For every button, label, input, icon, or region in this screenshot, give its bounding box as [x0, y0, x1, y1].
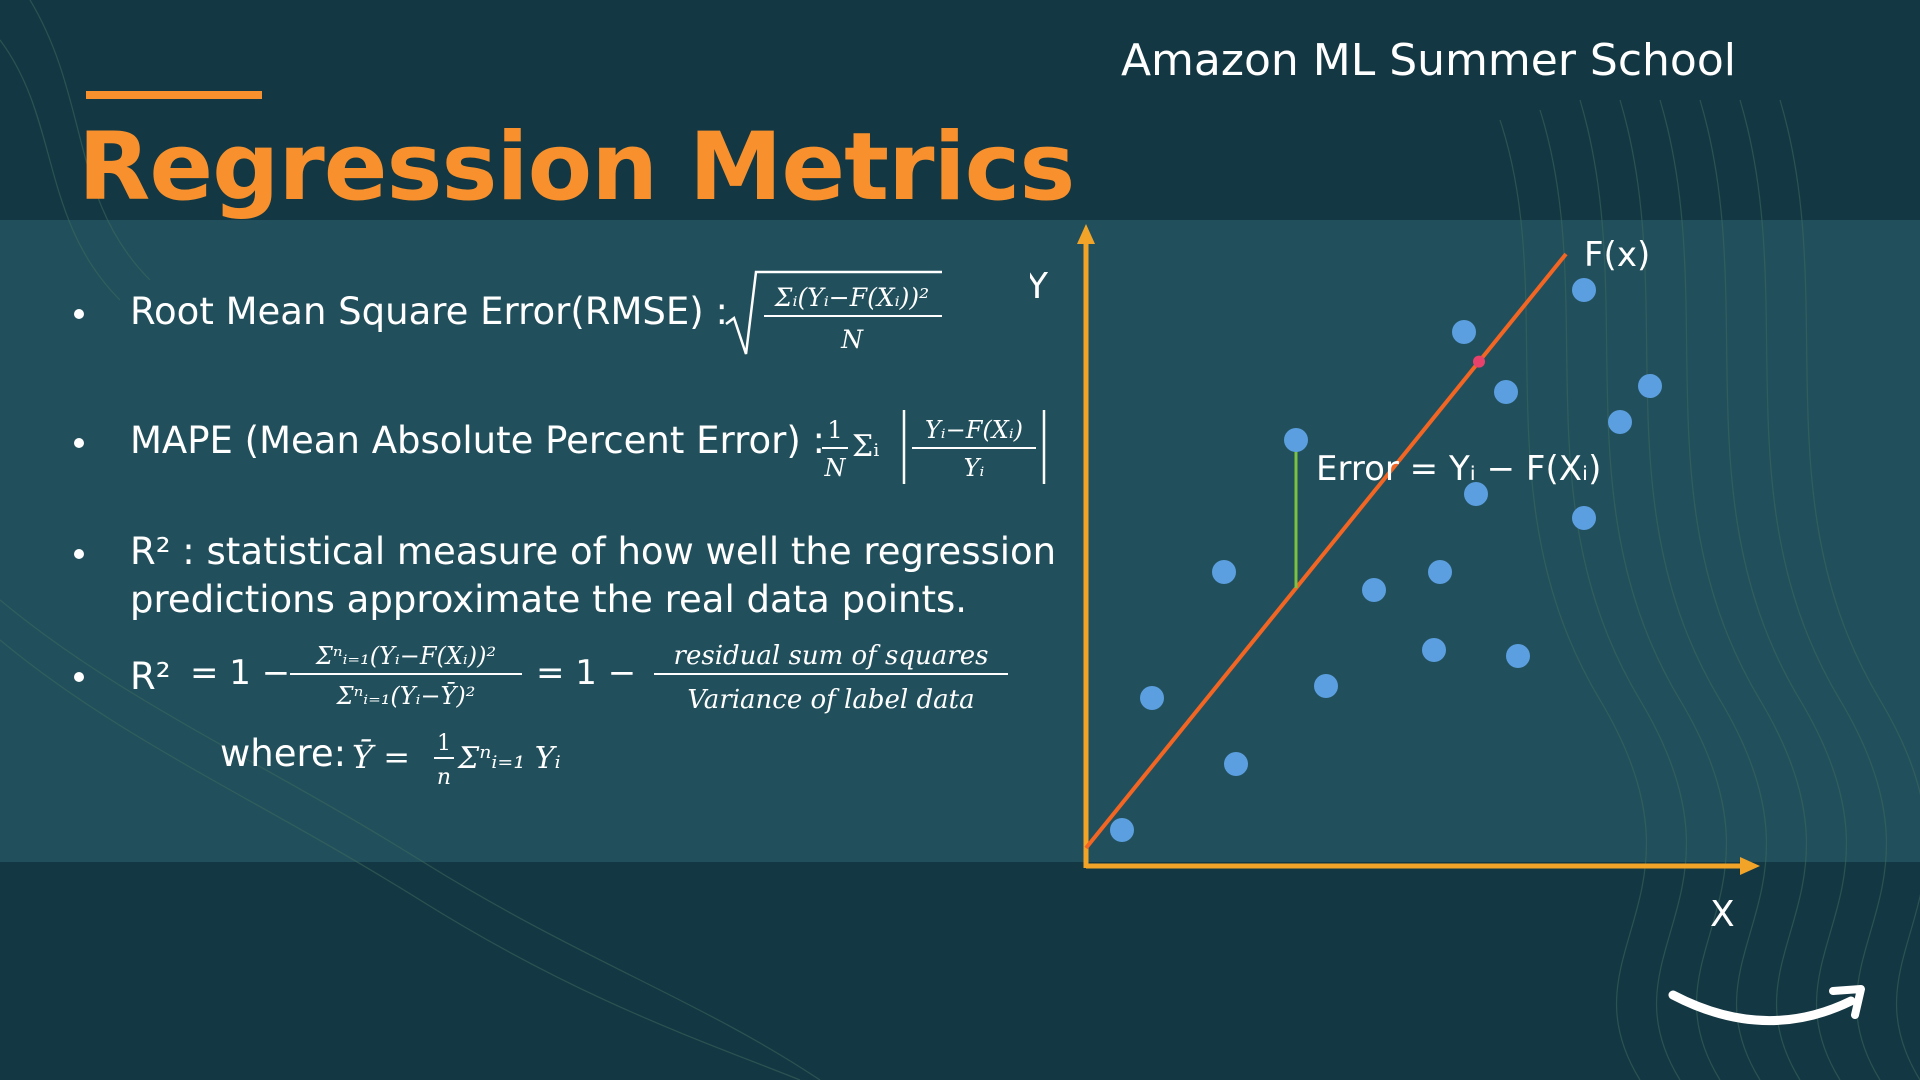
- mape-label: MAPE (Mean Absolute Percent Error) :: [130, 419, 825, 462]
- data-point: [1224, 752, 1248, 776]
- error-marker: [1473, 355, 1485, 368]
- data-point: [1452, 320, 1476, 344]
- error-label: Error = Yᵢ − F(Xᵢ): [1316, 449, 1601, 489]
- x-axis-label: X: [1710, 894, 1735, 935]
- rmse-numerator: Σᵢ(Yᵢ−F(Xᵢ))²: [774, 283, 929, 312]
- y-axis-arrow: [1077, 224, 1095, 244]
- ybar-formula: Ȳ = 1 n Σⁿᵢ₌₁ Yᵢ: [350, 718, 580, 802]
- mape-coef-num: 1: [827, 416, 842, 444]
- x-axis-arrow: [1740, 857, 1760, 875]
- bullet-dot: [74, 309, 84, 319]
- r2-eq-one: = 1 −: [190, 653, 290, 693]
- ybar-coef-num: 1: [437, 731, 451, 756]
- bullet-dot: [74, 672, 84, 682]
- ybar-formula-svg: Ȳ = 1 n Σⁿᵢ₌₁ Yᵢ: [352, 731, 561, 790]
- rmse-denominator: N: [840, 325, 864, 354]
- r2-text-denominator: Variance of label data: [687, 685, 974, 715]
- data-point: [1284, 428, 1308, 452]
- mape-formula-svg: 1 N Σᵢ Yᵢ−F(Xᵢ) Yᵢ: [822, 410, 1046, 484]
- rmse-formula: Σᵢ(Yᵢ−F(Xᵢ))² N: [722, 262, 962, 366]
- bullet-dot: [74, 438, 84, 448]
- data-point: [1608, 410, 1632, 434]
- mape-sum: Σᵢ: [852, 429, 879, 464]
- r2-denominator: Σⁿᵢ₌₁(Yᵢ−Ȳ)²: [336, 682, 476, 710]
- r2-text-numerator: residual sum of squares: [674, 641, 989, 671]
- mape-numerator: Yᵢ−F(Xᵢ): [925, 416, 1023, 444]
- rmse-label: Root Mean Square Error(RMSE) :: [130, 290, 728, 333]
- data-point: [1572, 506, 1596, 530]
- rmse-formula-svg: Σᵢ(Yᵢ−F(Xᵢ))² N: [725, 270, 942, 355]
- data-point: [1110, 818, 1134, 842]
- data-points: [1110, 278, 1662, 842]
- ybar-sum: Σⁿᵢ₌₁ Yᵢ: [457, 741, 561, 776]
- school-name: Amazon ML Summer School: [1120, 35, 1736, 86]
- data-point: [1212, 560, 1236, 584]
- data-point: [1428, 560, 1452, 584]
- ybar-coef-den: n: [437, 765, 451, 790]
- data-point: [1422, 638, 1446, 662]
- r2-formula: = 1 − Σⁿᵢ₌₁(Yᵢ−F(Xᵢ))² Σⁿᵢ₌₁(Yᵢ−Ȳ)² = 1 …: [186, 628, 1016, 732]
- y-axis-label: Y: [1030, 266, 1049, 307]
- data-point: [1506, 644, 1530, 668]
- ybar-text: Ȳ =: [352, 738, 410, 776]
- data-point: [1464, 482, 1488, 506]
- where-label: where:: [220, 732, 347, 775]
- data-point: [1140, 686, 1164, 710]
- bullet-dot: [74, 549, 84, 559]
- r2-formula-svg: = 1 − Σⁿᵢ₌₁(Yᵢ−F(Xᵢ))² Σⁿᵢ₌₁(Yᵢ−Ȳ)² = 1 …: [190, 641, 1008, 715]
- diagram-axes: [1077, 224, 1760, 875]
- r2-description-line2: predictions approximate the real data po…: [130, 578, 967, 621]
- fx-label: F(x): [1584, 235, 1650, 275]
- title-accent-bar: [86, 91, 262, 99]
- data-point: [1638, 374, 1662, 398]
- amazon-smile-logo: [1668, 985, 1865, 1025]
- r2-description-line1: R² : statistical measure of how well the…: [130, 530, 1057, 573]
- data-point: [1572, 278, 1596, 302]
- page-title: Regression Metrics: [78, 113, 1075, 222]
- data-point: [1362, 578, 1386, 602]
- mape-denominator: Yᵢ: [964, 454, 985, 482]
- r2-numerator: Σⁿᵢ₌₁(Yᵢ−F(Xᵢ))²: [315, 642, 496, 670]
- mape-coef-den: N: [824, 454, 847, 482]
- r2-eq-two: = 1 −: [536, 653, 636, 693]
- data-point: [1494, 380, 1518, 404]
- mape-formula: 1 N Σᵢ Yᵢ−F(Xᵢ) Yᵢ: [818, 400, 1058, 504]
- fitted-line: [1084, 252, 1568, 850]
- regression-diagram: Y X F(x) Error = Yᵢ − F(Xᵢ): [1030, 224, 1760, 935]
- r2-formula-label: R²: [130, 655, 171, 698]
- data-point: [1314, 674, 1338, 698]
